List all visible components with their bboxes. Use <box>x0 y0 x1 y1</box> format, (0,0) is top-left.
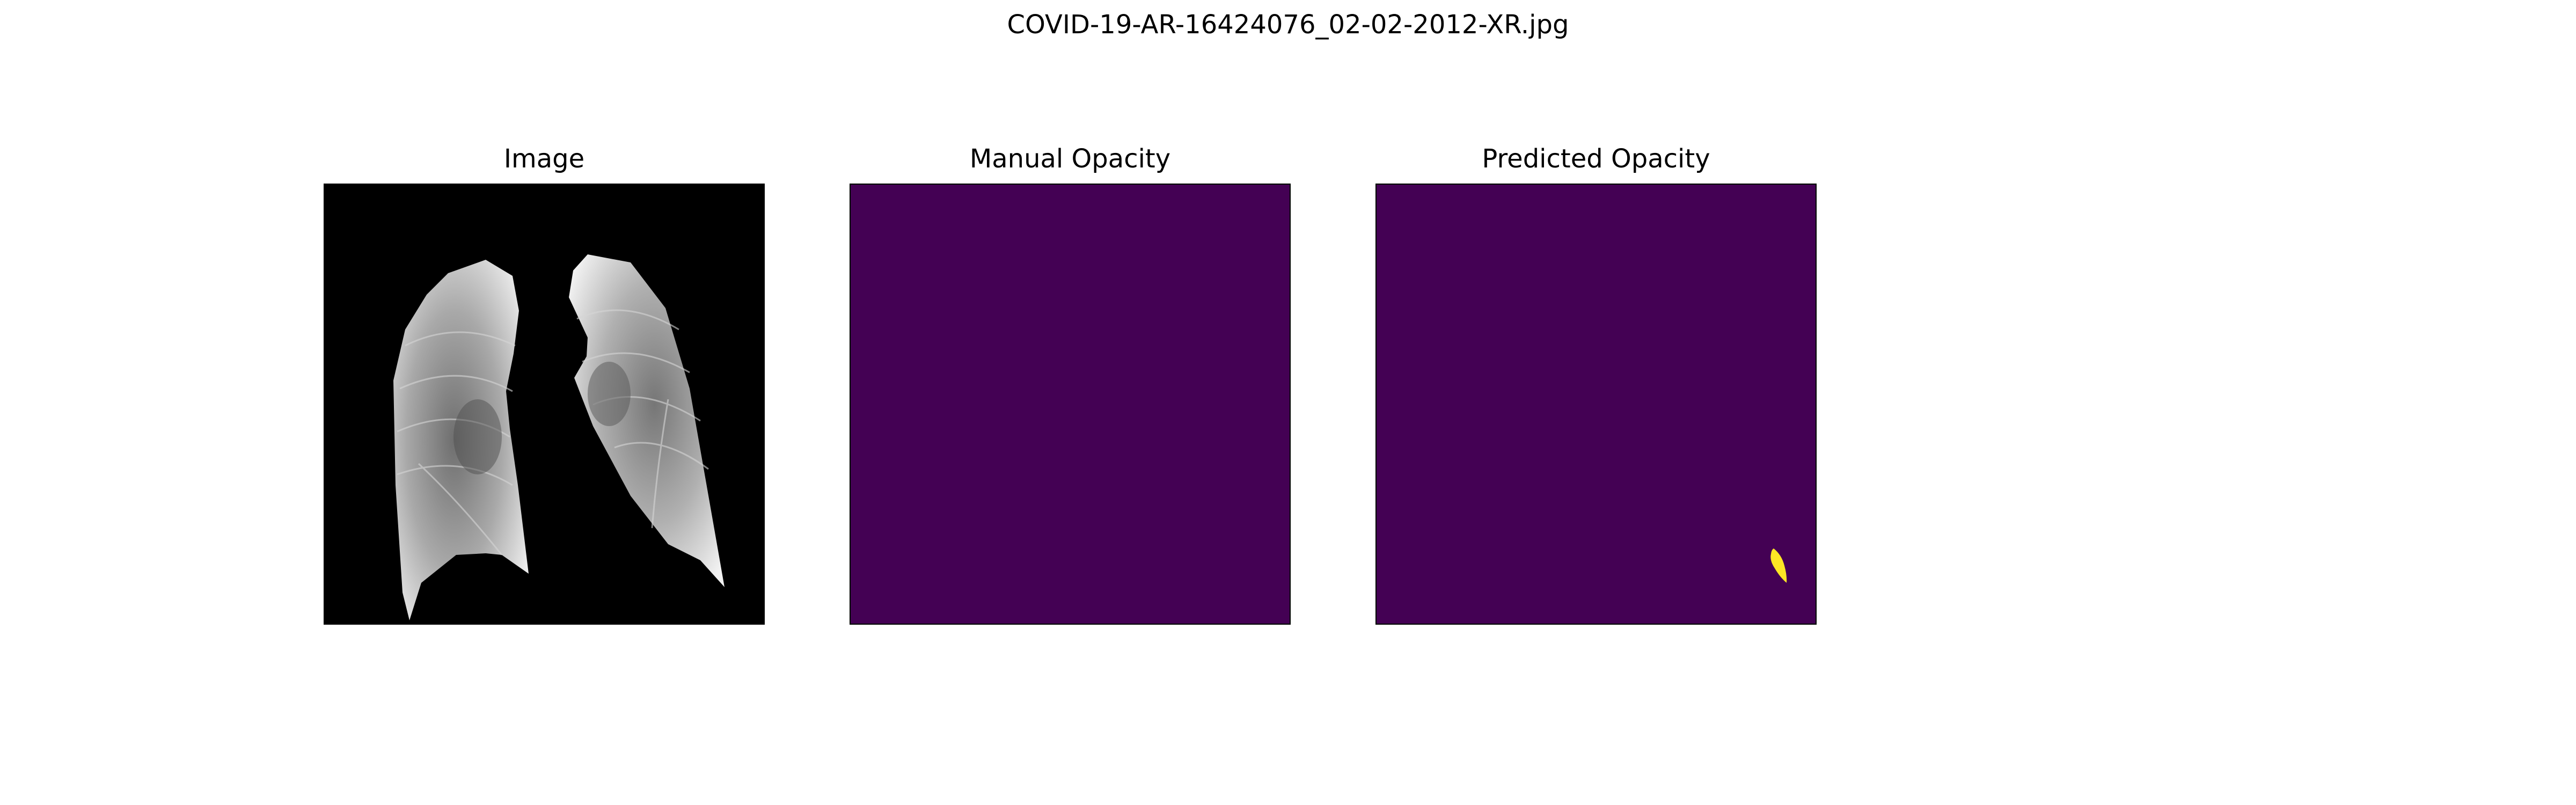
xray-image-panel <box>324 184 765 625</box>
mask-background <box>851 185 1290 624</box>
manual-opacity-mask <box>851 185 1290 624</box>
predicted-opacity-mask <box>1377 185 1816 624</box>
panel-title-predicted-opacity: Predicted Opacity <box>1482 144 1710 174</box>
xray-lung-image <box>325 185 764 624</box>
predicted-opacity-region <box>1770 548 1787 583</box>
predicted-opacity-panel <box>1375 184 1817 625</box>
panel-title-manual-opacity: Manual Opacity <box>969 144 1171 174</box>
figure-title: COVID-19-AR-16424076_02-02-2012-XR.jpg <box>1007 10 1569 40</box>
manual-opacity-panel <box>850 184 1291 625</box>
mask-background <box>1377 185 1816 624</box>
panel-title-image: Image <box>503 144 585 174</box>
right-lung-shape <box>569 254 724 587</box>
